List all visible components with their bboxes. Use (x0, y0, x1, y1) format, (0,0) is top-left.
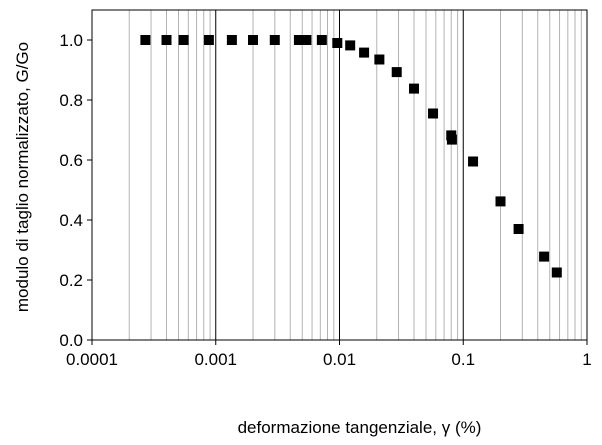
data-point (161, 35, 172, 45)
data-point (293, 35, 304, 45)
y-axis-title: modulo di taglio normalizzato, G/Go (13, 42, 32, 312)
x-axis-title: deformazione tangenziale, γ (%) (238, 418, 482, 437)
x-tick-label: 0.01 (323, 350, 356, 369)
data-point (468, 156, 479, 167)
data-point (301, 35, 312, 45)
x-axis-ticks: 0.0001 0.001 0.01 0.1 1 (66, 340, 592, 369)
data-point (178, 35, 189, 45)
data-point (140, 35, 151, 45)
x-tick-label: 0.001 (194, 350, 237, 369)
data-point (316, 35, 327, 45)
y-tick-label: 0.8 (59, 91, 83, 110)
data-point (391, 67, 402, 78)
data-point (495, 196, 506, 207)
data-point (332, 38, 343, 48)
data-points (140, 35, 562, 278)
data-point (345, 40, 356, 51)
data-point (446, 134, 457, 145)
data-point (248, 35, 259, 45)
x-tick-label: 1 (582, 350, 591, 369)
y-tick-label: 0.6 (59, 151, 83, 170)
x-tick-label: 0.1 (451, 350, 475, 369)
data-point (428, 108, 439, 119)
data-point (269, 35, 280, 45)
y-tick-label: 1.0 (59, 31, 83, 50)
x-grid (128, 10, 582, 340)
data-point (409, 83, 420, 94)
y-tick-label: 0.4 (59, 211, 83, 230)
data-point (203, 35, 214, 45)
data-point (226, 35, 237, 45)
y-axis-ticks: 0.0 0.2 0.4 0.6 0.8 1.0 (59, 31, 92, 350)
data-point (513, 224, 524, 234)
y-tick-label: 0.0 (59, 331, 83, 350)
data-point (359, 47, 370, 58)
y-tick-label: 0.2 (59, 271, 83, 290)
data-point (539, 251, 550, 262)
data-point (374, 54, 385, 65)
data-point (551, 267, 562, 278)
x-tick-label: 0.0001 (66, 350, 118, 369)
